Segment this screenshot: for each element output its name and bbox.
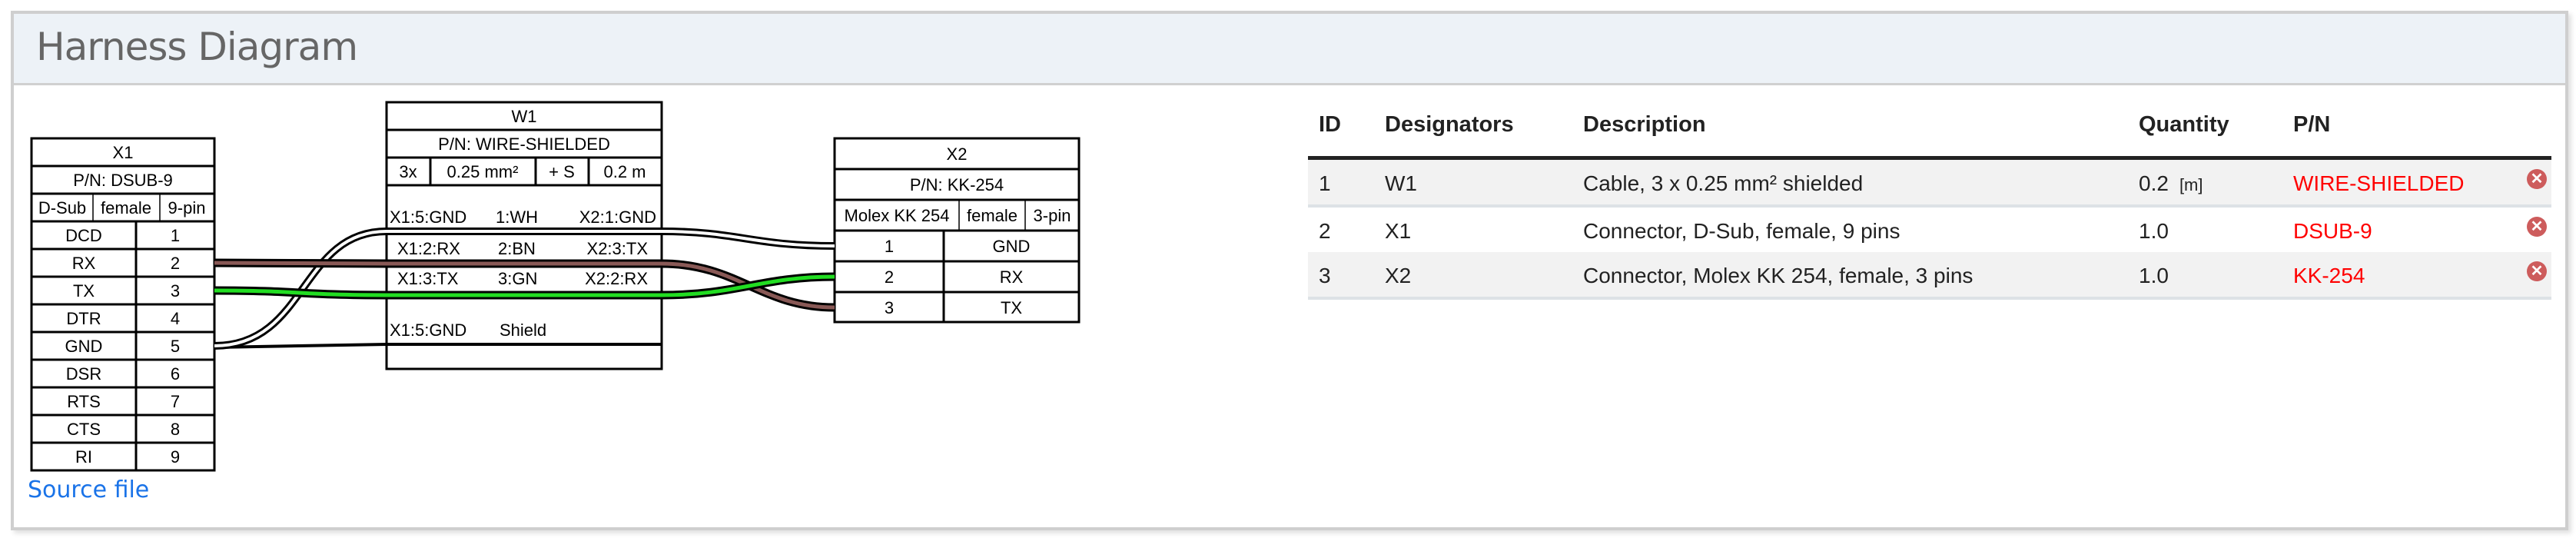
header-designators: Designators <box>1385 112 1514 137</box>
remove-circle-icon[interactable]: ✕ <box>2527 217 2547 237</box>
w1-wire-to: X2:3:TX <box>587 239 649 258</box>
x1-pin-label: RTS <box>67 392 101 411</box>
w1-shield-label: Shield <box>500 320 546 340</box>
x1-gender: female <box>101 198 151 218</box>
source-file-link[interactable]: Source file <box>28 477 150 503</box>
w1-wire-id: 2:BN <box>498 239 536 258</box>
x2-pin-num: 1 <box>885 237 894 256</box>
x1-pincount: 9-pin <box>168 198 206 218</box>
x1-pin-num: 1 <box>171 226 180 245</box>
x1-pin-label: GND <box>65 337 103 356</box>
x1-pin-label: RI <box>75 447 92 467</box>
cell-id: 1 <box>1319 171 1331 195</box>
table-row: 1 W1 Cable, 3 x 0.25 mm² shielded 0.2 [m]… <box>1308 160 2551 208</box>
cell-designators: X1 <box>1385 219 1412 243</box>
w1-length: 0.2 m <box>603 162 646 181</box>
x1-pin-num: 8 <box>171 420 180 439</box>
w1-count: 3x <box>399 162 417 181</box>
cell-pn: WIRE-SHIELDED <box>2293 171 2465 195</box>
w1-name: W1 <box>512 107 537 126</box>
x1-name: X1 <box>113 143 134 162</box>
w1-shield-from: X1:5:GND <box>390 320 466 340</box>
cell-pn: KK-254 <box>2293 264 2365 287</box>
x1-pin-label: CTS <box>67 420 101 439</box>
wires <box>214 227 835 350</box>
harness-diagram: X1 P/N: DSUB-9 D-Sub female 9-pin DCD 1 … <box>30 101 1081 472</box>
cell-id: 2 <box>1319 219 1331 243</box>
quantity-value: 0.2 <box>2139 171 2169 195</box>
w1-shield: + S <box>549 162 575 181</box>
header-quantity: Quantity <box>2139 112 2229 137</box>
w1-wire-id: 3:GN <box>498 269 537 288</box>
x1-pin-num: 3 <box>171 281 180 301</box>
header-description: Description <box>1583 112 1706 137</box>
w1-wire-from: X1:3:TX <box>397 269 459 288</box>
connector-x1 <box>30 137 216 472</box>
x1-type: D-Sub <box>38 198 86 218</box>
table-row: 3 X2 Connector, Molex KK 254, female, 3 … <box>1308 252 2551 300</box>
x1-pin-num: 2 <box>171 254 180 273</box>
cable-w1 <box>385 101 663 370</box>
shield-wire <box>214 343 662 349</box>
card-title: Harness Diagram <box>36 25 358 69</box>
x1-pin-label: DTR <box>66 309 101 328</box>
x1-pin-num: 4 <box>171 309 180 328</box>
bom-header-row: ID Designators Description Quantity P/N <box>1308 100 2551 160</box>
x1-pin-label: DCD <box>65 226 102 245</box>
cell-designators: W1 <box>1385 171 1417 195</box>
x1-pin-num: 9 <box>171 447 180 467</box>
x1-pin-label: TX <box>73 281 95 301</box>
w1-wire-id: 1:WH <box>496 208 538 227</box>
w1-gauge: 0.25 mm² <box>447 162 519 181</box>
cell-id: 3 <box>1319 264 1331 287</box>
x2-name: X2 <box>947 144 968 164</box>
x1-pin-num: 6 <box>171 364 180 384</box>
x1-pin-num: 5 <box>171 337 180 356</box>
x2-gender: female <box>967 206 1017 225</box>
cell-description: Connector, Molex KK 254, female, 3 pins <box>1583 264 1973 287</box>
x2-pin-num: 2 <box>885 267 894 287</box>
x2-type: Molex KK 254 <box>845 206 950 225</box>
x2-pn: P/N: KK-254 <box>910 175 1004 194</box>
cell-quantity: 1.0 <box>2139 219 2169 243</box>
cell-description: Cable, 3 x 0.25 mm² shielded <box>1583 171 1864 195</box>
x2-pin-num: 3 <box>885 298 894 317</box>
w1-wire-from: X1:2:RX <box>397 239 460 258</box>
cell-pn: DSUB-9 <box>2293 219 2372 243</box>
connector-x2 <box>833 137 1081 324</box>
w1-wire-from: X1:5:GND <box>390 208 466 227</box>
x2-pin-label: GND <box>993 237 1031 256</box>
header-id: ID <box>1319 112 1341 137</box>
x2-pincount: 3-pin <box>1034 206 1071 225</box>
w1-wire-to: X2:2:RX <box>585 269 648 288</box>
cell-description: Connector, D-Sub, female, 9 pins <box>1583 219 1900 243</box>
remove-circle-icon[interactable]: ✕ <box>2527 169 2547 189</box>
header-pn: P/N <box>2293 112 2331 137</box>
x1-pin-label: RX <box>72 254 96 273</box>
x1-pin-label: DSR <box>66 364 101 384</box>
cell-designators: X2 <box>1385 264 1412 287</box>
card-header: Harness Diagram <box>14 14 2565 85</box>
x2-pin-label: TX <box>1001 298 1022 317</box>
x2-pin-label: RX <box>1000 267 1024 287</box>
remove-circle-icon[interactable]: ✕ <box>2527 261 2547 281</box>
quantity-unit: [m] <box>2179 175 2203 194</box>
table-row: 2 X1 Connector, D-Sub, female, 9 pins 1.… <box>1308 208 2551 255</box>
x1-pin-num: 7 <box>171 392 180 411</box>
x1-pn: P/N: DSUB-9 <box>73 171 173 190</box>
w1-pn: P/N: WIRE-SHIELDED <box>438 134 610 154</box>
cell-quantity: 1.0 <box>2139 264 2169 287</box>
cell-quantity: 0.2 [m] <box>2139 171 2203 196</box>
w1-wire-to: X2:1:GND <box>579 208 656 227</box>
